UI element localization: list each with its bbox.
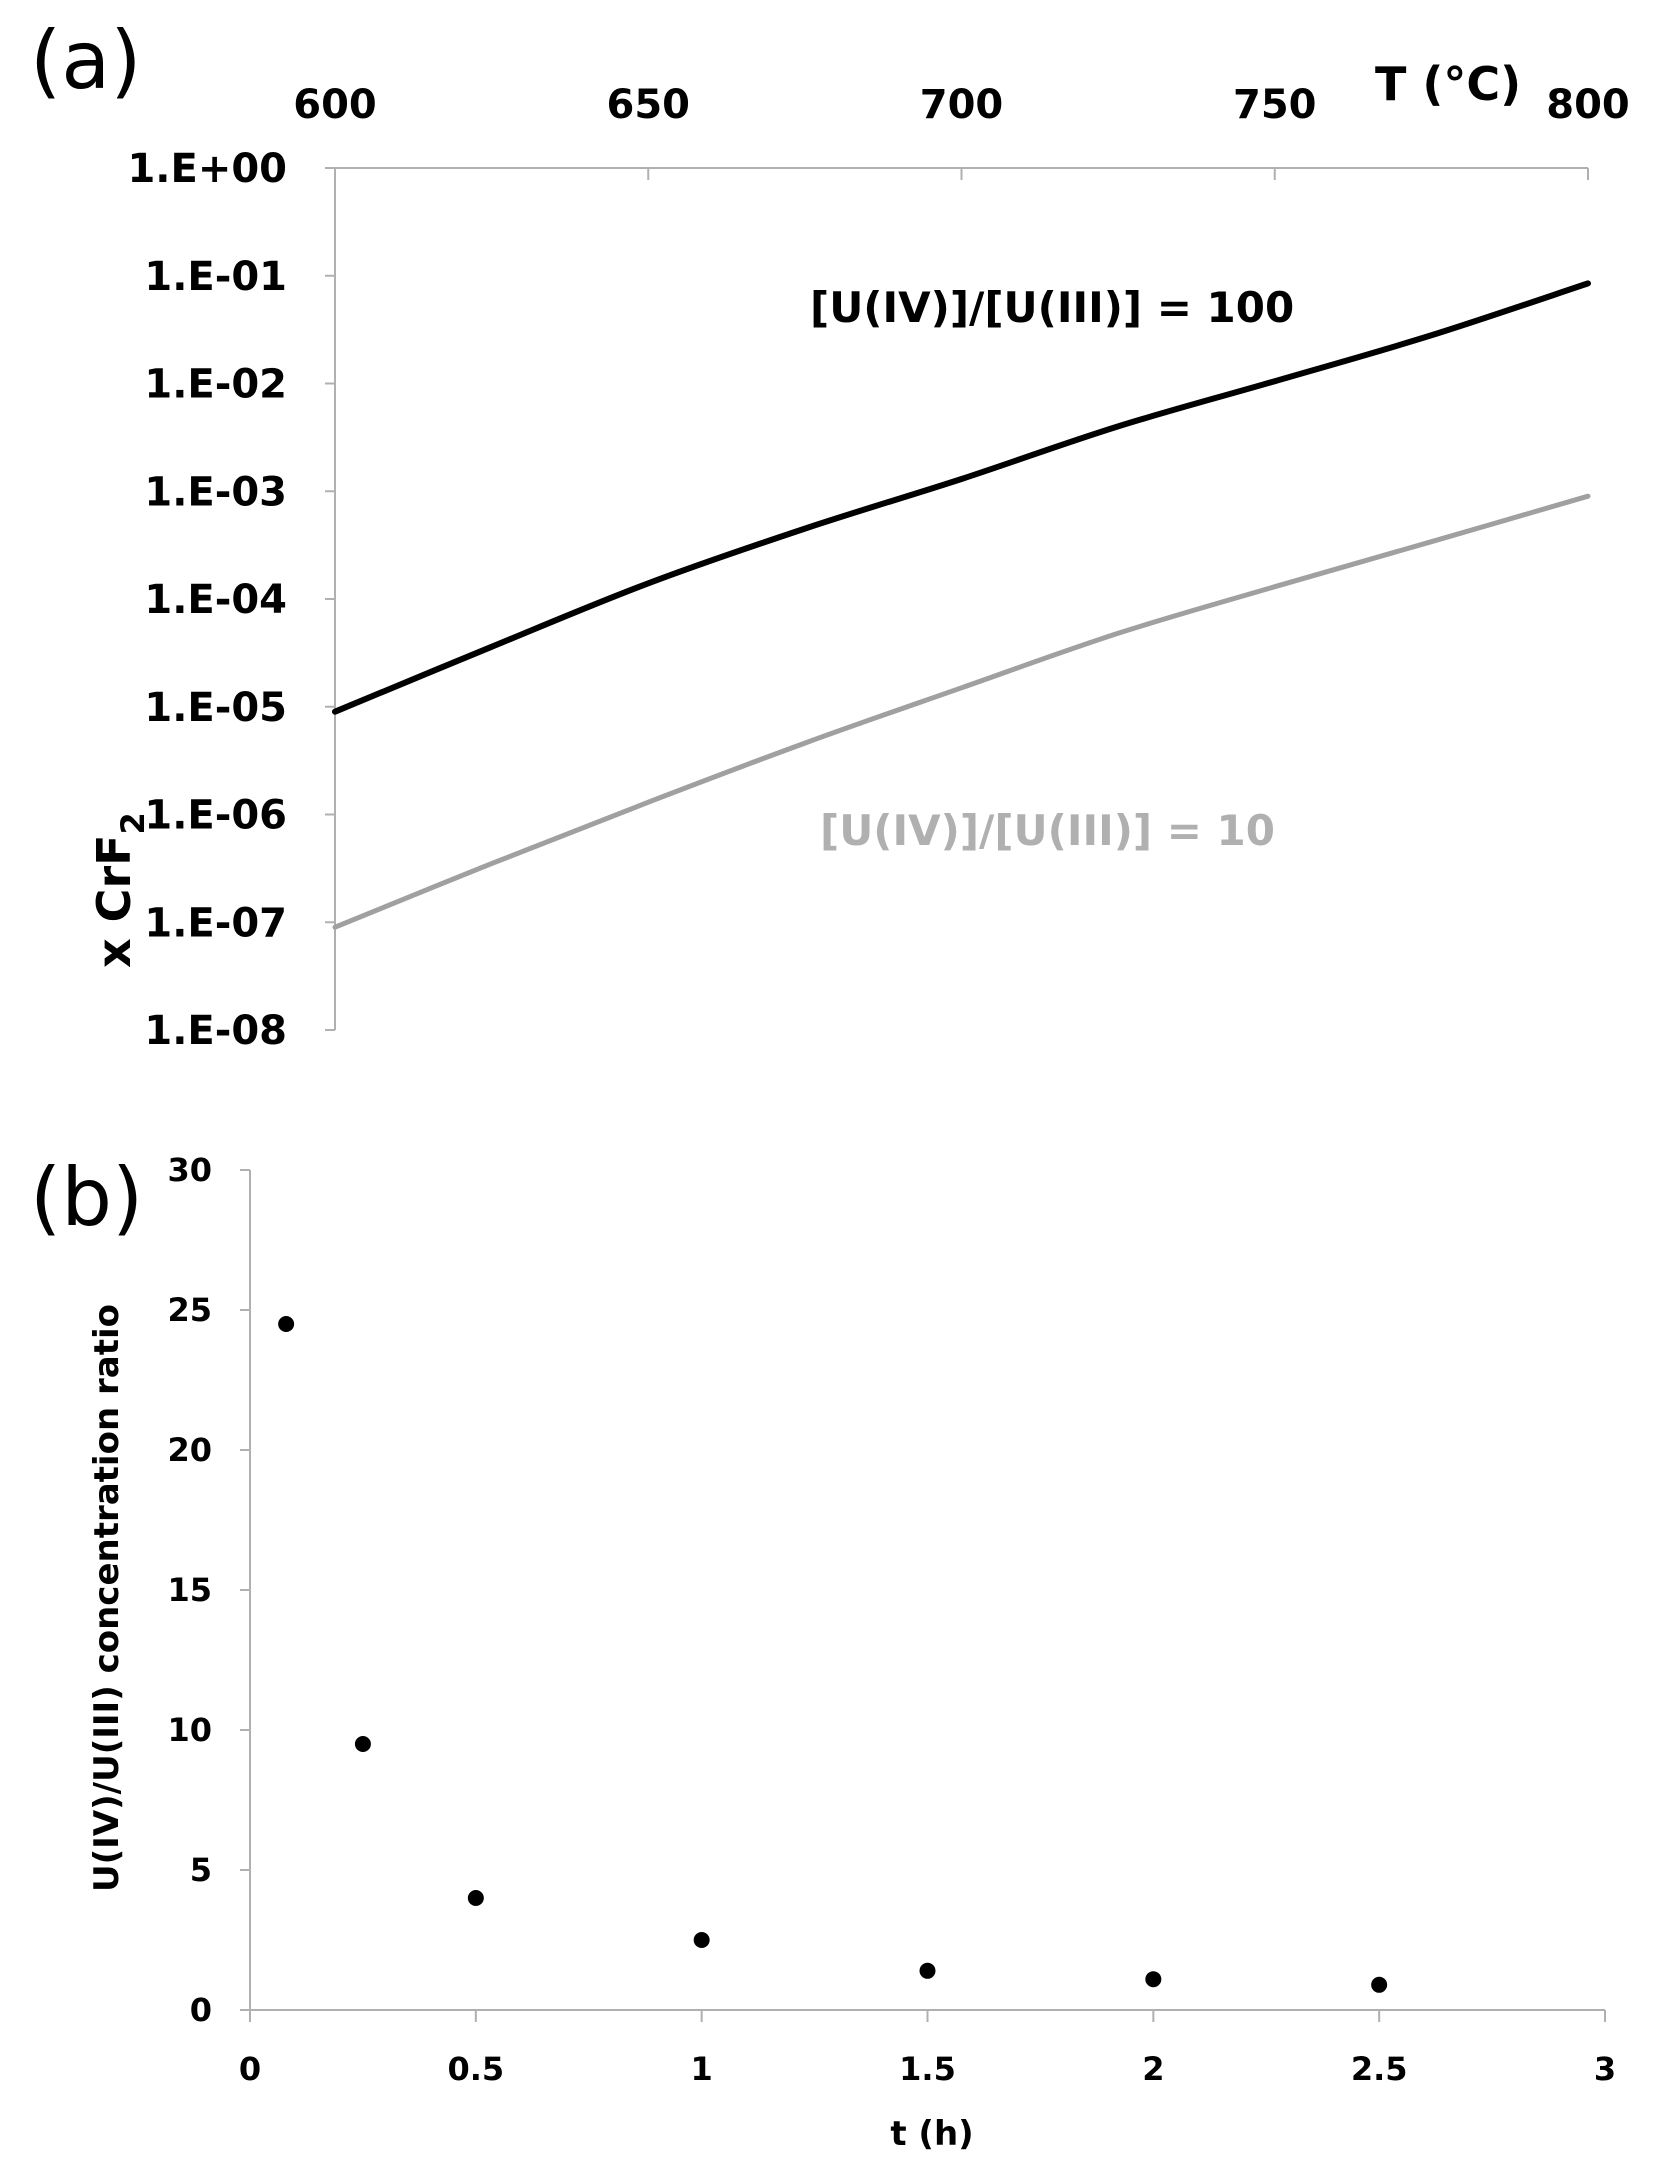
b-y-tick-label: 15	[167, 1571, 212, 1609]
a-series-line-ratio-100	[332, 280, 1591, 715]
b-data-point	[1145, 1971, 1162, 1988]
a-y-axis-title-main: x CrF	[87, 834, 141, 968]
a-x-tick-label: 700	[920, 82, 1004, 128]
a-y-tick-label: 1.E-08	[144, 1008, 287, 1054]
b-data-point	[919, 1962, 936, 1979]
panel-b-label: (b)	[30, 1151, 143, 1244]
a-series-label-ratio-100: [U(IV)]/[U(III)] = 100	[810, 283, 1294, 332]
a-x-tick-label: 600	[293, 82, 377, 128]
chart-a: (a) 600 650 700 750 800 1.E+00 1.E-01 1.E-02 1.…	[30, 14, 1630, 1054]
b-x-tick-label: 2	[1142, 2050, 1164, 2088]
b-y-tick-label: 30	[167, 1151, 212, 1189]
b-x-tick-label: 1.5	[899, 2050, 956, 2088]
a-y-tick-label: 1.E-02	[144, 362, 287, 408]
b-x-tick-label: 0	[239, 2050, 261, 2088]
b-y-tick-label: 25	[167, 1291, 212, 1329]
b-x-tick-label: 2.5	[1351, 2050, 1408, 2088]
a-y-tick-label: 1.E-03	[144, 469, 287, 515]
b-x-tick-label: 3	[1594, 2050, 1616, 2088]
a-x-axis-title: T (°C)	[1375, 57, 1521, 111]
a-y-tick-label: 1.E+00	[127, 146, 287, 192]
b-x-tick-label: 1	[691, 2050, 713, 2088]
b-y-tick-label: 20	[167, 1431, 212, 1469]
b-x-axis-title: t (h)	[890, 2114, 973, 2154]
a-y-tick-label: 1.E-05	[144, 685, 287, 731]
b-y-tick-label: 0	[190, 1991, 212, 2029]
a-y-tick-label: 1.E-01	[144, 254, 287, 300]
a-x-tick-label: 800	[1546, 82, 1630, 128]
b-y-axis-title: U(IV)/U(III) concentration ratio	[87, 1304, 127, 1892]
b-x-tick-label: 0.5	[447, 2050, 504, 2088]
a-y-axis-title-subscript: 2	[114, 812, 152, 834]
b-data-point	[1371, 1976, 1388, 1993]
a-y-tick-label: 1.E-04	[144, 577, 287, 623]
b-y-tick-label: 10	[167, 1711, 212, 1749]
panel-a-label: (a)	[30, 14, 141, 107]
a-series-line-ratio-10	[332, 493, 1591, 930]
b-y-tick-label: 5	[190, 1851, 212, 1889]
a-y-tick-label: 1.E-06	[144, 793, 287, 839]
a-y-tick-label: 1.E-07	[144, 900, 287, 946]
chart-b: (b) 0 0.5 1 1.5 2 2.5 3 0 5 10 15 20 25 30 t (h) U(I…	[30, 1151, 1616, 2154]
a-y-axis-title: x CrF2	[87, 812, 152, 968]
b-data-point	[354, 1736, 371, 1752]
b-data-point	[693, 1932, 710, 1948]
b-data-point	[467, 1890, 484, 1906]
b-data-point	[278, 1316, 295, 1332]
a-series-label-ratio-10: [U(IV)]/[U(III)] = 10	[820, 806, 1275, 855]
a-x-tick-label: 650	[607, 82, 691, 128]
a-x-tick-label: 750	[1233, 82, 1317, 128]
